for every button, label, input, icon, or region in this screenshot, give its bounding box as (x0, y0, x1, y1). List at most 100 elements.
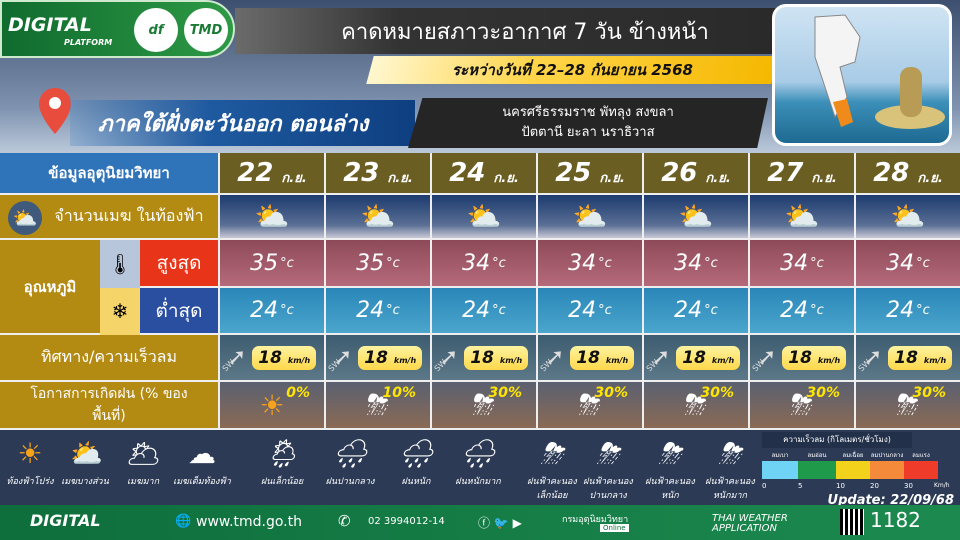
wind-direction: SW (432, 357, 449, 374)
website-link[interactable]: www.tmd.go.th (196, 514, 302, 530)
day-month: ก.ย. (917, 170, 943, 186)
max-temp-cell: 35 °c (218, 240, 324, 288)
wind-unit: km/h (393, 355, 417, 365)
wind-speed-scale: ความเร็วลม (กิโลเมตร/ชั่วโมง) ลมเบา ลมอ่อ… (760, 430, 960, 508)
thunderstorm-icon: ⛈ (578, 388, 602, 421)
wind-speed-badge: 18 km/h (676, 345, 741, 370)
date-range-banner: ระหว่างวันที่ 22–28 กันยายน 2568 (366, 56, 779, 84)
day-date: 27 (767, 158, 804, 188)
social-icons[interactable]: ⓕ 🐦 ▶ (478, 516, 522, 530)
weather-legend-icon: ⛈ (718, 437, 742, 470)
day-month: ก.ย. (493, 170, 519, 186)
day-date: 22 (237, 158, 274, 188)
footer: DIGITAL 🌐 www.tmd.go.th ✆ 02 3994012-14 … (0, 505, 960, 540)
wind-speed: 18 (258, 347, 282, 368)
max-temp: 34 (780, 250, 809, 276)
rain-cell: ⛈ 10% (324, 382, 430, 430)
max-temp-cell: 34 °c (642, 240, 748, 288)
legend-item: ☁ เมฆเต็มท้องฟ้า (172, 434, 232, 488)
legend-label: ฝนฟ้าคะนอง เล็กน้อย (527, 477, 577, 501)
wind-direction: SW (538, 357, 555, 374)
wind-scale-tick: 0 (762, 482, 767, 490)
rain-chance: 30% (488, 385, 522, 401)
min-temp: 24 (780, 298, 809, 323)
wind-speed-badge: 18 km/h (570, 345, 635, 370)
wind-speed: 18 (470, 347, 494, 368)
max-temp-cell: 34 °c (430, 240, 536, 288)
thunderstorm-icon: ⛈ (896, 388, 920, 421)
rain-chance: 10% (382, 385, 416, 401)
wind-scale-tick: 5 (798, 482, 803, 490)
wind-direction-arrow-icon: ➚ SW (644, 345, 671, 374)
wind-speed: 18 (364, 347, 388, 368)
cloud-cell: ⛅ (218, 195, 324, 240)
wind-scale-bar: ลมเบา ลมอ่อน ลมเฉื่อย ลมปานกลาง ลมแรง 0 5 10 20 3… (762, 450, 950, 490)
thailand-map-image (772, 4, 952, 146)
day-month: ก.ย. (705, 170, 731, 186)
day-date: 23 (343, 158, 380, 188)
wind-cell: ➚ SW 18 km/h (324, 335, 430, 382)
wind-unit: km/h (287, 355, 311, 365)
weather-legend-icon: ☀ (17, 437, 43, 470)
day-month: ก.ย. (599, 170, 625, 186)
phone-icon: ✆ (338, 512, 351, 530)
legend-item: ⛈ ฝนฟ้าคะนอง เล็กน้อย (522, 434, 582, 502)
row-rain-label: โอกาสการเกิดฝน (% ของพื้นที่) (0, 382, 218, 430)
wind-direction: SW (856, 357, 873, 374)
temp-unit: °c (704, 255, 718, 271)
wind-unit: km/h (817, 355, 841, 365)
rain-cell: ☀ 0% (218, 382, 324, 430)
wind-scale-title: ความเร็วลม (กิโลเมตร/ชั่วโมง) (762, 432, 912, 448)
legend-label: เมฆเต็มท้องฟ้า (173, 477, 231, 487)
wind-direction: SW (750, 357, 767, 374)
map-illustration (814, 14, 945, 129)
wind-level-bar (870, 461, 904, 479)
sunny-icon: ☀ (259, 388, 285, 422)
wind-cell: ➚ SW 18 km/h (642, 335, 748, 382)
partly-cloudy-icon: ⛅ (890, 200, 926, 233)
legend-label: เมฆมาก (126, 477, 160, 487)
legend-item: 🌦 ฝนเล็กน้อย (252, 434, 312, 488)
cold-thermometer-icon: ❄ (100, 288, 140, 335)
partly-cloudy-icon: ⛅ (466, 200, 502, 233)
rain-cell: ⛈ 30% (748, 382, 854, 430)
wind-cell: ➚ SW 18 km/h (748, 335, 854, 382)
wind-cell: ➚ SW 18 km/h (218, 335, 324, 382)
weather-icon-legend: ☀ ท้องฟ้าโปร่ง ⛅ เมฆบางส่วน 🌥 เมฆมาก ☁ เมฆเต็มท… (0, 430, 760, 505)
legend-item: ☀ ท้องฟ้าโปร่ง (0, 434, 60, 488)
wind-cell: ➚ SW 18 km/h (854, 335, 960, 382)
wind-level-label: ลมเฉื่อย (842, 452, 864, 459)
max-temp-cell: 34 °c (854, 240, 960, 288)
legend-label: ฝนฟ้าคะนอง หนักมาก (705, 477, 755, 501)
min-temp: 24 (356, 298, 385, 323)
legend-item: 🌧 ฝนหนัก (386, 434, 446, 488)
temp-unit: °c (386, 303, 400, 318)
wind-direction-arrow-icon: ➚ SW (326, 345, 353, 374)
temp-unit: °c (810, 255, 824, 271)
weather-app-label[interactable]: THAI WEATHER APPLICATION (712, 513, 788, 534)
min-temp-cell: 24 °c (218, 288, 324, 335)
min-temp-cell: 24 °c (430, 288, 536, 335)
update-date: Update: 22/09/68 (827, 493, 954, 508)
wind-cell: ➚ SW 18 km/h (430, 335, 536, 382)
weather-legend-icon: ⛈ (658, 437, 682, 470)
temp-unit: °c (280, 255, 294, 271)
day-date: 24 (449, 158, 486, 188)
thunderstorm-icon: ⛈ (472, 388, 496, 421)
wind-direction: SW (326, 357, 343, 374)
wind-level-bar (762, 461, 798, 479)
wind-scale-tick: 20 (870, 482, 879, 490)
region-name: ภาคใต้ฝั่งตะวันออก ตอนล่าง (70, 100, 415, 146)
legend-item: 🌧 ฝนหนักมาก (448, 434, 508, 488)
wind-speed: 18 (788, 347, 812, 368)
wind-level-bar (836, 461, 870, 479)
wind-unit: km/h (605, 355, 629, 365)
min-temp: 24 (568, 298, 597, 323)
partly-cloudy-icon: ⛅ (678, 200, 714, 233)
footer-logo: DIGITAL (30, 511, 101, 530)
weather-legend-icon: ⛅ (67, 437, 103, 470)
temp-unit: °c (704, 303, 718, 318)
wind-scale-tick: 10 (836, 482, 845, 490)
rain-cell: ⛈ 30% (642, 382, 748, 430)
weather-legend-icon: 🌧 (332, 437, 368, 470)
